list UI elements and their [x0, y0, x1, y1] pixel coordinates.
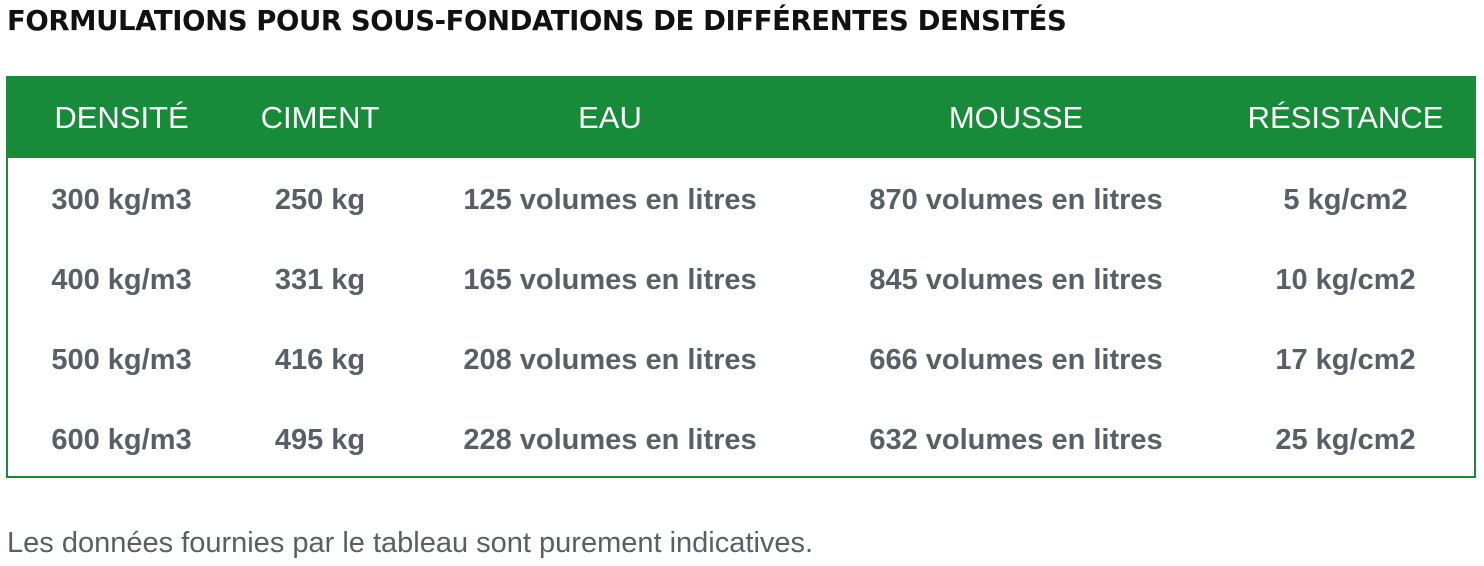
- cell-mousse: 666 volumes en litres: [869, 343, 1163, 376]
- cell-ciment: 331 kg: [274, 263, 366, 296]
- cell-eau: 125 volumes en litres: [463, 183, 757, 216]
- cell-ciment: 495 kg: [274, 423, 366, 456]
- cell-eau: 208 volumes en litres: [463, 343, 757, 376]
- cell-densite: 400 kg/m3: [51, 263, 192, 296]
- column-header-densite: DENSITÉ: [54, 100, 189, 135]
- page-title: FORMULATIONS POUR SOUS-FONDATIONS DE DIF…: [7, 5, 1067, 37]
- cell-mousse: 632 volumes en litres: [869, 423, 1163, 456]
- formulations-table: DENSITÉ CIMENT EAU MOUSSE RÉSISTANCE 300…: [8, 78, 1474, 476]
- cell-resistance: 5 kg/cm2: [1283, 183, 1408, 216]
- cell-densite: 500 kg/m3: [51, 343, 192, 376]
- column-header-eau: EAU: [578, 100, 642, 135]
- column-header-ciment: CIMENT: [260, 100, 380, 135]
- table-footnote: Les données fournies par le tableau sont…: [7, 527, 814, 559]
- cell-ciment: 416 kg: [274, 343, 366, 376]
- column-header-resistance: RÉSISTANCE: [1247, 100, 1444, 135]
- table-row: 600 kg/m3 495 kg 228 volumes en litres 6…: [8, 400, 1474, 476]
- table-row: 500 kg/m3 416 kg 208 volumes en litres 6…: [8, 320, 1474, 400]
- cell-mousse: 845 volumes en litres: [869, 263, 1163, 296]
- formulations-table-frame: DENSITÉ CIMENT EAU MOUSSE RÉSISTANCE 300…: [6, 76, 1476, 478]
- column-header-mousse: MOUSSE: [948, 100, 1084, 135]
- cell-resistance: 17 kg/cm2: [1275, 343, 1416, 376]
- cell-mousse: 870 volumes en litres: [869, 183, 1163, 216]
- cell-eau: 165 volumes en litres: [463, 263, 757, 296]
- table-row: 400 kg/m3 331 kg 165 volumes en litres 8…: [8, 240, 1474, 320]
- cell-densite: 300 kg/m3: [51, 183, 192, 216]
- table-row: 300 kg/m3 250 kg 125 volumes en litres 8…: [8, 158, 1474, 240]
- cell-eau: 228 volumes en litres: [463, 423, 757, 456]
- cell-densite: 600 kg/m3: [51, 423, 192, 456]
- cell-resistance: 10 kg/cm2: [1275, 263, 1416, 296]
- cell-resistance: 25 kg/cm2: [1275, 423, 1416, 456]
- table-header-row: DENSITÉ CIMENT EAU MOUSSE RÉSISTANCE: [8, 78, 1474, 158]
- cell-ciment: 250 kg: [274, 183, 366, 216]
